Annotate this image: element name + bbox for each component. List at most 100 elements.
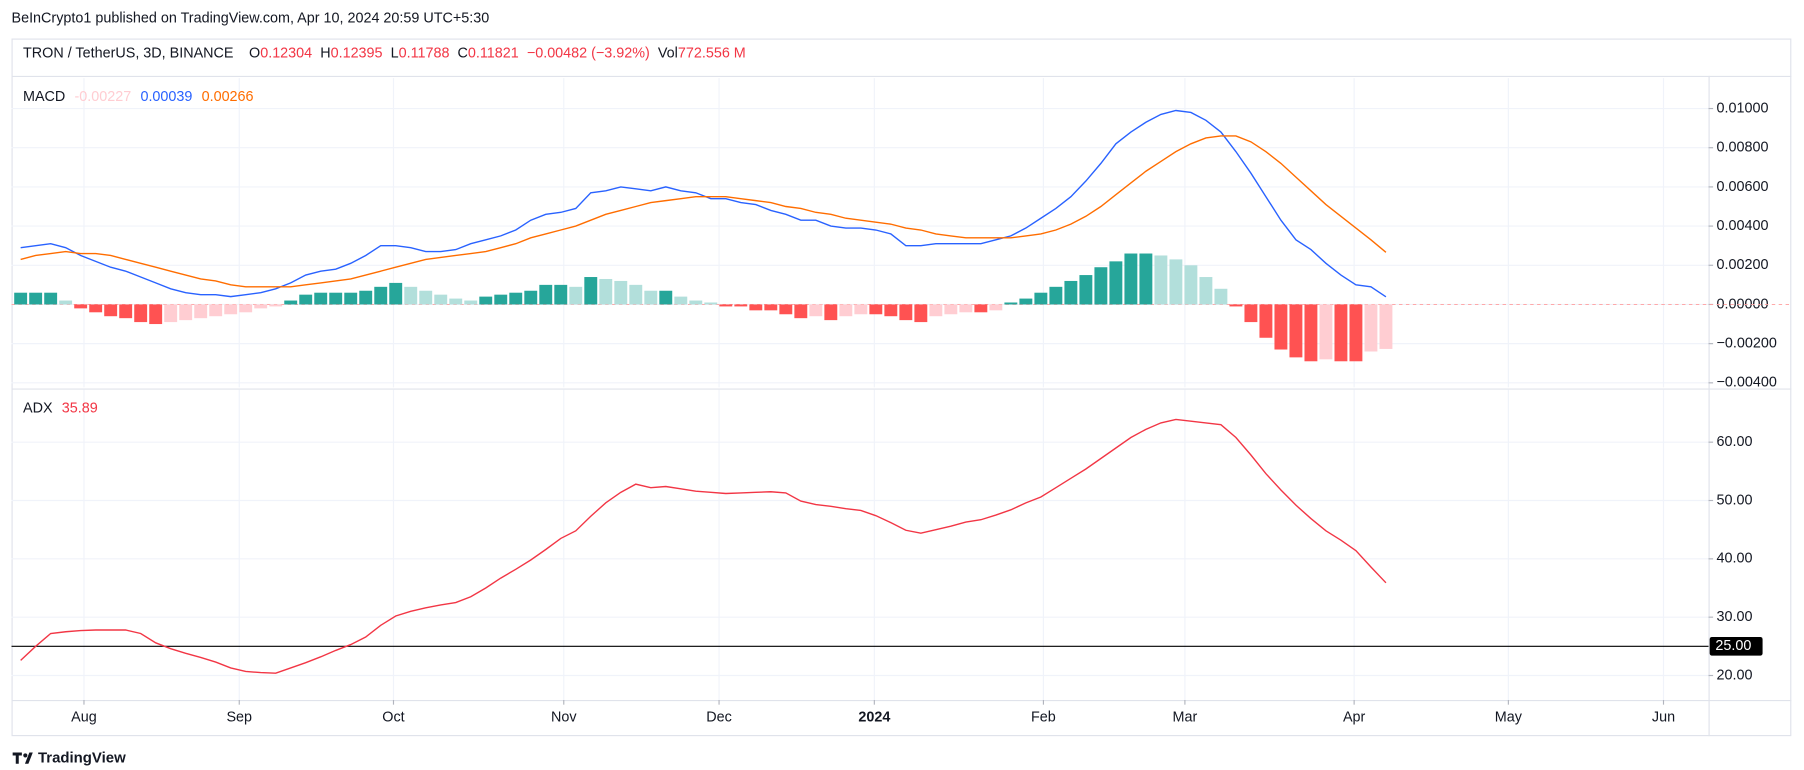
legend-value: 0.00039 xyxy=(140,89,192,105)
histogram-bar xyxy=(1349,304,1363,362)
x-tick-label: Aug xyxy=(71,709,97,725)
histogram-bar xyxy=(1274,304,1288,350)
pane-legend: MACD -0.00227 0.00039 0.00266 xyxy=(23,89,254,105)
histogram-bar xyxy=(404,286,418,305)
histogram-bar xyxy=(1199,277,1213,305)
histogram-bar xyxy=(764,304,778,311)
histogram-bar xyxy=(449,298,463,305)
histogram-bar xyxy=(14,292,28,305)
volume: 772.556 M xyxy=(678,45,746,61)
ohlc-value: 0.11788 xyxy=(399,45,450,61)
histogram-bar xyxy=(809,304,823,317)
histogram-bar xyxy=(1229,304,1243,307)
histogram-bar xyxy=(539,284,553,305)
histogram-bar xyxy=(614,280,628,305)
y-tick-label: 0.00000 xyxy=(1717,296,1769,312)
histogram-bar xyxy=(194,304,208,319)
histogram-bar xyxy=(569,286,583,305)
level-label: 25.00 xyxy=(1715,638,1751,654)
x-tick-label: Mar xyxy=(1173,709,1198,725)
y-tick-label: 50.00 xyxy=(1717,492,1753,508)
histogram-bar xyxy=(59,300,73,305)
histogram-bar xyxy=(44,292,58,305)
histogram-bar xyxy=(119,304,133,319)
histogram-bar xyxy=(269,304,283,307)
histogram-bar xyxy=(929,304,943,317)
histogram-bar xyxy=(899,304,913,321)
x-tick-label: Jun xyxy=(1652,709,1675,725)
ohlc-value: 0.11821 xyxy=(468,45,519,61)
y-tick-label: 30.00 xyxy=(1717,609,1753,625)
histogram-bar xyxy=(1079,275,1093,305)
histogram-bar xyxy=(974,304,988,313)
ohlc-value: 0.12395 xyxy=(331,45,383,61)
y-tick-label: 0.00400 xyxy=(1717,218,1769,234)
histogram-bar xyxy=(1364,304,1378,352)
histogram-bar xyxy=(794,304,808,319)
attribution: BeInCrypto1 published on TradingView.com… xyxy=(12,10,490,26)
histogram-bar xyxy=(1019,298,1033,305)
histogram-bar xyxy=(824,304,838,321)
histogram-bar xyxy=(1304,304,1318,362)
x-tick-label: Sep xyxy=(226,709,252,725)
pane: −0.00400 −0.00200 0.00000 0.00200 0.00400 0.0… xyxy=(11,78,1792,391)
histogram-bar xyxy=(464,300,478,305)
pane: 20.00 30.00 40.00 50.00 60.00 Aug Sep Oct Nov Dec… xyxy=(11,389,1763,725)
histogram-bar xyxy=(149,304,163,325)
histogram-bar xyxy=(329,292,343,305)
histogram-bar xyxy=(989,304,1003,311)
symbol-legend: TRON / TetherUS, 3D, BINANCE O0.12304 H0.… xyxy=(23,45,746,61)
x-tick-label: Oct xyxy=(382,709,404,725)
histogram-bar xyxy=(389,282,403,305)
histogram-bar xyxy=(1184,265,1198,305)
histogram-bar xyxy=(1259,304,1273,338)
histogram-bar xyxy=(944,304,958,315)
symbol: TRON / TetherUS, 3D, BINANCE xyxy=(23,45,234,61)
histogram-bar xyxy=(1064,280,1078,305)
histogram-bar xyxy=(164,304,178,323)
pane-title: MACD xyxy=(23,89,65,105)
histogram-bar xyxy=(884,304,898,317)
histogram-bar xyxy=(959,304,973,313)
histogram-bar xyxy=(1004,302,1018,305)
histogram-bar xyxy=(224,304,238,315)
histogram-bar xyxy=(29,292,43,305)
histogram-bar xyxy=(1109,261,1123,305)
legend-value: -0.00227 xyxy=(75,89,132,105)
histogram-bar xyxy=(524,290,538,305)
histogram-bar xyxy=(419,290,433,305)
histogram-bar xyxy=(509,292,523,305)
histogram-bar xyxy=(1154,255,1168,305)
histogram-bar xyxy=(254,304,268,309)
histogram-bar xyxy=(359,290,373,305)
histogram-bar xyxy=(314,292,328,305)
histogram-bar xyxy=(1049,286,1063,305)
histogram-bar xyxy=(434,294,448,305)
histogram-bar xyxy=(1094,267,1108,305)
y-tick-label: −0.00400 xyxy=(1717,375,1777,391)
y-tick-label: 20.00 xyxy=(1717,667,1753,683)
x-tick-label: Feb xyxy=(1031,709,1056,725)
histogram-bar xyxy=(644,290,658,305)
frame xyxy=(11,38,1792,737)
histogram-bar xyxy=(239,304,253,313)
y-tick-label: 60.00 xyxy=(1717,434,1753,450)
x-tick-label: 2024 xyxy=(858,709,890,725)
histogram-bar xyxy=(479,296,493,305)
histogram-bar xyxy=(89,304,103,313)
indicator-line xyxy=(20,135,1387,288)
x-tick-label: May xyxy=(1495,709,1523,725)
histogram-bar xyxy=(134,304,148,323)
y-tick-label: 0.01000 xyxy=(1717,100,1769,116)
change: −0.00482 (−3.92%) xyxy=(527,45,650,61)
histogram-bar xyxy=(839,304,853,317)
histogram-bar xyxy=(1214,288,1228,305)
histogram-bar xyxy=(179,304,193,321)
volume-label: Vol xyxy=(658,45,678,61)
brand-logo xyxy=(12,752,33,764)
histogram-bar xyxy=(704,302,718,305)
brand: TradingView xyxy=(38,749,126,766)
histogram-bar xyxy=(1034,292,1048,305)
x-tick-label: Dec xyxy=(706,709,732,725)
